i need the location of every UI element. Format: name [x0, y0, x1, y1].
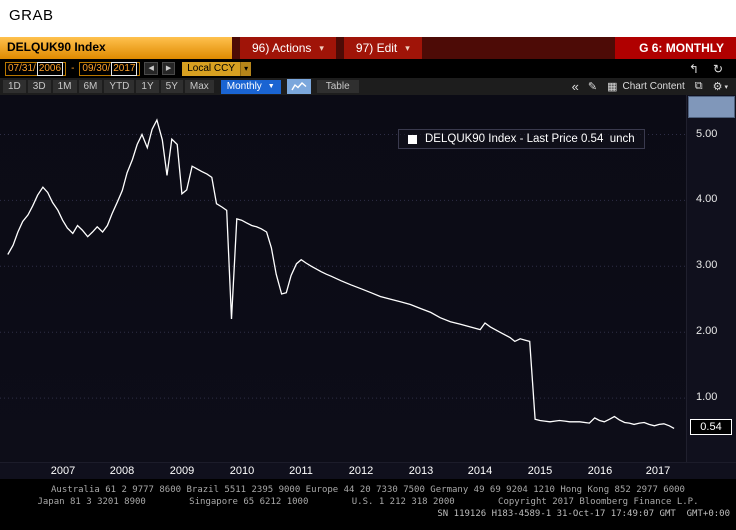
x-axis-label: 2008	[109, 465, 135, 477]
chart-area: DELQUK90 Index - Last Price 0.54 unch 5.…	[0, 95, 736, 462]
refresh-icon[interactable]: ↻	[712, 61, 723, 76]
footer-line-3: SN 119126 H183-4589-1 31-Oct-17 17:49:07…	[437, 509, 730, 519]
date-range-row: 07/31/ 2006 - 09/30/ 2017 ◀ ▶ Local CCY …	[0, 59, 736, 78]
footer-line-2: Japan 81 3 3201 8900 Singapore 65 6212 1…	[37, 497, 699, 507]
end-date-year: 2017	[111, 61, 138, 76]
price-axis: 5.00 4.00 3.00 2.00 1.00 0.54	[686, 95, 736, 462]
end-date-prefix: 09/30/	[82, 62, 111, 74]
chevron-down-icon: ▾	[405, 42, 410, 53]
period-ytd-button[interactable]: YTD	[104, 80, 135, 93]
settings-gear-button[interactable]: ⚙ ▾	[713, 80, 728, 93]
chevron-down-icon: ▾	[724, 83, 728, 91]
gear-icon: ⚙	[712, 81, 723, 93]
actions-menu-button[interactable]: 96) Actions ▾	[240, 37, 336, 59]
period-5y-button[interactable]: 5Y	[160, 80, 183, 93]
last-price-badge: 0.54	[690, 419, 732, 436]
title-row-spacer	[421, 37, 616, 59]
edit-menu-label: 97) Edit	[355, 41, 398, 55]
chart-toolbar: 1D 3D 1M 6M YTD 1Y 5Y Max Monthly ▼ Table « ✎ ▦…	[0, 78, 736, 95]
terminal-footer: Australia 61 2 9777 8600 Brazil 5511 239…	[0, 479, 736, 530]
title-row: DELQUK90 Index 96) Actions ▾ 97) Edit ▾ …	[0, 37, 736, 59]
x-axis-label: 2007	[50, 465, 76, 477]
y-axis-label: 2.00	[696, 325, 718, 338]
y-axis-label: 3.00	[696, 259, 718, 272]
collapse-panel-icon[interactable]: «	[571, 79, 579, 94]
y-axis-label: 4.00	[696, 193, 718, 206]
frequency-label: Monthly	[226, 80, 262, 92]
end-date-field[interactable]: 09/30/ 2017	[79, 61, 141, 76]
chevron-down-icon: ▾	[319, 42, 324, 53]
chevron-down-icon: ▼	[267, 82, 275, 90]
price-line	[7, 118, 675, 429]
chart-content-button[interactable]: ▦ Chart Content	[607, 80, 685, 93]
time-axis: 2007 2008 2009 2010 2011 2012 2013 2014 2015 2016…	[0, 462, 736, 479]
x-axis-label: 2011	[289, 465, 313, 477]
x-axis-label: 2012	[348, 465, 374, 477]
period-1m-button[interactable]: 1M	[52, 80, 77, 93]
start-date-field[interactable]: 07/31/ 2006	[5, 61, 67, 76]
legend-marker	[408, 134, 417, 144]
price-chart	[0, 118, 686, 429]
line-chart-type-button[interactable]	[286, 79, 311, 94]
date-row-icons: ↰ ↻	[689, 62, 731, 76]
chart-legend: DELQUK90 Index - Last Price 0.54 unch	[398, 129, 645, 149]
line-chart-icon	[291, 82, 307, 91]
currency-label: Local CCY	[187, 63, 236, 74]
x-axis-label: 2017	[645, 465, 671, 477]
y-axis-label: 1.00	[696, 391, 718, 404]
grab-bar: GRAB	[0, 0, 736, 37]
actions-menu-label: 96) Actions	[252, 41, 312, 55]
x-axis-label: 2015	[527, 465, 553, 477]
period-3d-button[interactable]: 3D	[27, 80, 51, 93]
x-axis-label: 2014	[467, 465, 493, 477]
scroll-left-button[interactable]: ◀	[144, 62, 158, 75]
x-axis-label: 2009	[169, 465, 195, 477]
table-view-button[interactable]: Table	[316, 80, 359, 93]
start-date-prefix: 07/31/	[8, 62, 36, 74]
toolbar-right-icons: « ✎ ▦ Chart Content ⧉ ⚙ ▾	[572, 79, 736, 94]
scroll-right-button[interactable]: ▶	[161, 62, 176, 75]
legend-text: DELQUK90 Index - Last Price 0.54 unch	[425, 133, 635, 145]
chart-function-label: G 6: MONTHLY	[615, 37, 736, 59]
x-axis-label: 2013	[408, 465, 434, 477]
edit-menu-button[interactable]: 97) Edit ▾	[343, 37, 422, 59]
edit-chart-icon[interactable]: ⧉	[694, 80, 703, 92]
chart-plot-area[interactable]: DELQUK90 Index - Last Price 0.54 unch	[0, 95, 686, 462]
start-date-year: 2006	[36, 61, 64, 76]
chart-content-label: Chart Content	[622, 81, 685, 92]
security-ticker-field[interactable]: DELQUK90 Index	[0, 37, 232, 59]
currency-dropdown[interactable]: Local CCY ▾	[182, 61, 252, 76]
scrollbar-thumb[interactable]	[688, 96, 735, 118]
jump-back-icon[interactable]: ↰	[688, 61, 699, 76]
footer-line-1: Australia 61 2 9777 8600 Brazil 5511 239…	[51, 485, 685, 495]
period-buttons-group: 1D 3D 1M 6M YTD 1Y 5Y Max	[3, 80, 214, 93]
period-1d-button[interactable]: 1D	[3, 80, 26, 93]
x-axis-label: 2010	[229, 465, 255, 477]
y-axis-label: 5.00	[696, 127, 718, 140]
grab-title: GRAB	[9, 7, 54, 24]
annotate-icon[interactable]: ✎	[587, 81, 598, 93]
period-1y-button[interactable]: 1Y	[136, 80, 159, 93]
frequency-dropdown[interactable]: Monthly ▼	[220, 79, 281, 94]
chevron-down-icon: ▾	[240, 61, 252, 76]
date-range-dash: -	[71, 63, 75, 74]
period-6m-button[interactable]: 6M	[78, 80, 103, 93]
x-axis-label: 2016	[587, 465, 613, 477]
period-max-button[interactable]: Max	[184, 80, 214, 93]
chart-content-icon: ▦	[607, 81, 618, 93]
